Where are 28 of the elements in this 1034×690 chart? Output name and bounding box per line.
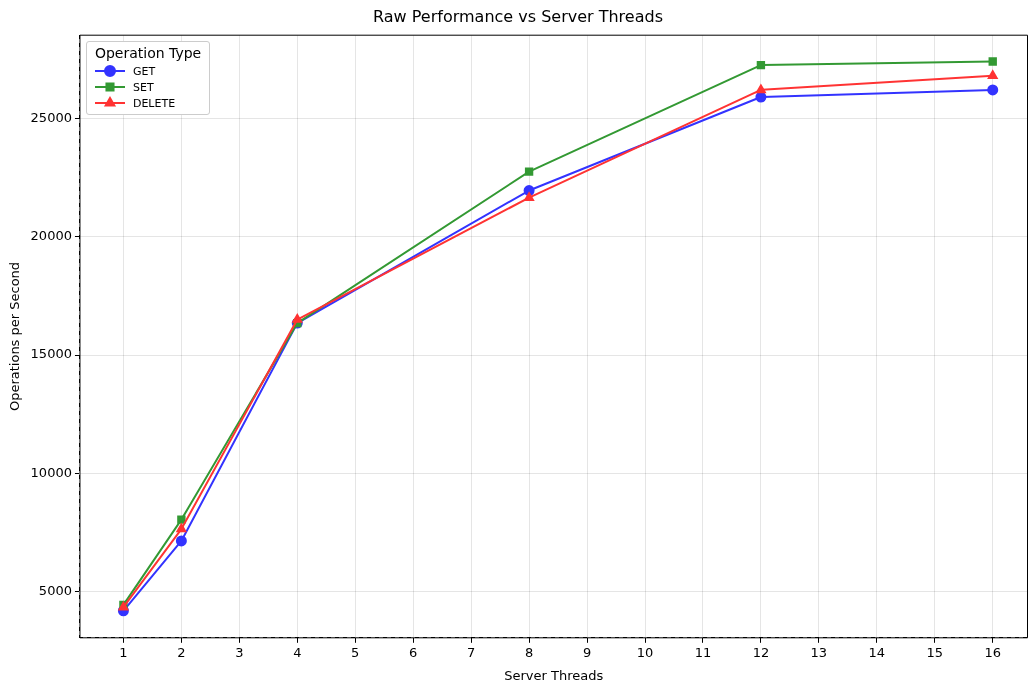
x-tick-label: 9	[582, 644, 592, 660]
legend-label: SET	[132, 80, 154, 94]
x-tick-label: 10	[636, 644, 654, 660]
x-tick-label: 3	[235, 644, 244, 660]
x-tick-label: 14	[868, 644, 886, 660]
y-tick-label: 5000	[38, 583, 72, 599]
y-tick-label: 20000	[30, 228, 72, 244]
x-tick-label: 15	[926, 644, 944, 660]
x-tick-label: 8	[524, 644, 534, 660]
y-tick-label: 25000	[30, 109, 72, 125]
x-tick-label: 7	[467, 644, 476, 660]
y-tick-label: 15000	[30, 346, 72, 362]
x-tick-label: 2	[177, 644, 186, 660]
legend-label: DELETE	[132, 96, 176, 110]
y-tick-label: 10000	[30, 464, 72, 480]
y-axis-title: Operations per Second	[7, 261, 23, 412]
x-tick-label: 13	[810, 644, 828, 660]
x-tick-label: 1	[119, 644, 128, 660]
x-tick-label: 6	[409, 644, 418, 660]
x-axis-title: Server Threads	[504, 667, 604, 683]
legend-title: Operation Type	[94, 45, 202, 62]
x-tick-label: 12	[752, 644, 770, 660]
x-tick-label: 11	[694, 644, 712, 660]
chart-title: Raw Performance vs Server Threads	[373, 6, 663, 26]
legend-label: GET	[132, 64, 156, 78]
x-tick-label: 5	[351, 644, 360, 660]
x-tick-label: 4	[293, 644, 302, 660]
x-tick-label: 16	[984, 644, 1001, 660]
